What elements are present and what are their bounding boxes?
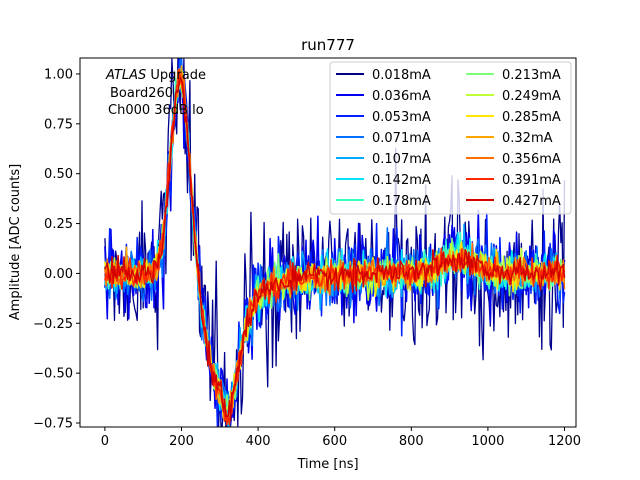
plot-frame bbox=[79, 57, 577, 428]
annotation-atlas: ATLAS bbox=[105, 68, 146, 83]
annotation-line-1: ATLAS Upgrade bbox=[105, 68, 206, 83]
legend-label: 0.391mA bbox=[502, 173, 561, 188]
legend-label: 0.213mA bbox=[502, 68, 561, 83]
y-axis-label: Amplitude [ADC counts] bbox=[8, 164, 23, 320]
y-tick-label: −0.75 bbox=[33, 417, 73, 432]
y-tick-label: 0.00 bbox=[44, 267, 73, 282]
legend-label: 0.32mA bbox=[502, 131, 553, 146]
x-tick-label: 400 bbox=[246, 434, 271, 449]
x-tick-label: 1200 bbox=[548, 434, 581, 449]
series-line-0.391mA bbox=[104, 68, 566, 426]
y-tick-label: −0.50 bbox=[33, 367, 73, 382]
legend-label: 0.178mA bbox=[372, 194, 431, 209]
y-tick-label: 0.25 bbox=[44, 217, 73, 232]
legend-label: 0.249mA bbox=[502, 89, 561, 104]
annotation-line-2: Board260 bbox=[110, 86, 173, 101]
legend-label: 0.142mA bbox=[372, 173, 431, 188]
series-line-0.427mA bbox=[104, 76, 566, 421]
legend-label: 0.018mA bbox=[372, 68, 431, 83]
x-axis-label: Time [ns] bbox=[296, 457, 358, 472]
legend-label: 0.107mA bbox=[372, 152, 431, 167]
series-traces bbox=[104, 58, 566, 427]
legend-label: 0.427mA bbox=[502, 194, 561, 209]
legend-label: 0.071mA bbox=[372, 131, 431, 146]
x-tick-label: 0 bbox=[101, 434, 109, 449]
x-tick-label: 200 bbox=[169, 434, 194, 449]
chart-title: run777 bbox=[301, 36, 355, 54]
legend-frame bbox=[329, 61, 572, 215]
x-tick-label: 800 bbox=[399, 434, 424, 449]
y-tick-label: −0.25 bbox=[33, 317, 73, 332]
y-tick-label: 1.00 bbox=[44, 67, 73, 82]
y-axis: −0.75 −0.50 −0.25 0.00 0.25 0.50 0.75 1.00 bbox=[33, 67, 80, 432]
annotation-line-3: Ch000 36dB lo bbox=[108, 103, 204, 118]
legend: 0.018mA 0.036mA 0.053mA 0.071mA 0.107mA 0.142… bbox=[329, 61, 572, 215]
annotation-upgrade: Upgrade bbox=[146, 68, 206, 83]
annotation: ATLAS Upgrade Board260 Ch000 36dB lo bbox=[105, 68, 206, 118]
legend-label: 0.036mA bbox=[372, 89, 431, 104]
y-tick-label: 0.50 bbox=[44, 167, 73, 182]
x-tick-label: 1000 bbox=[471, 434, 504, 449]
legend-label: 0.053mA bbox=[372, 110, 431, 125]
x-axis: 0 200 400 600 800 1000 1200 bbox=[101, 427, 581, 449]
legend-label: 0.356mA bbox=[502, 152, 561, 167]
legend-label: 0.285mA bbox=[502, 110, 561, 125]
x-tick-label: 600 bbox=[322, 434, 347, 449]
y-tick-label: 0.75 bbox=[44, 117, 73, 132]
